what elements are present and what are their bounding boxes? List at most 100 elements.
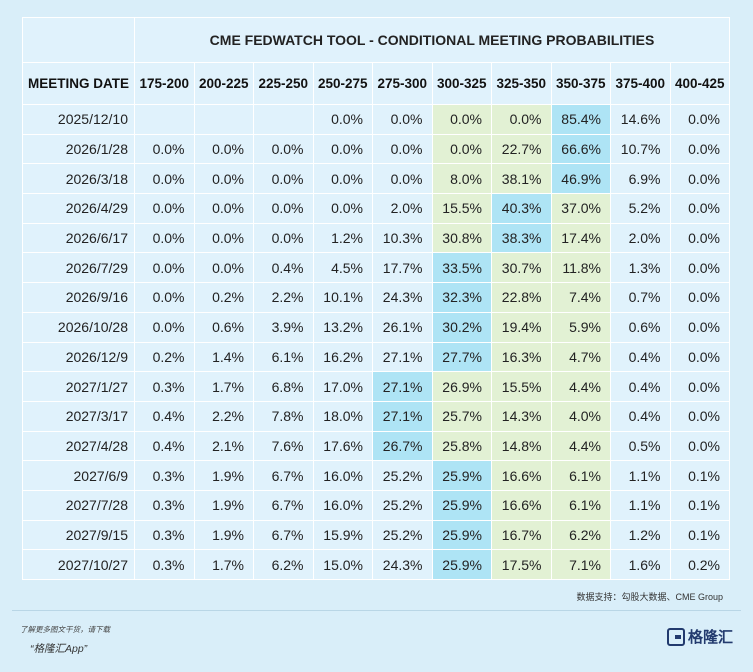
probability-cell: 17.5% (491, 549, 552, 580)
probability-cell: 0.0% (253, 163, 314, 195)
probability-cell: 5.9% (550, 311, 611, 343)
probability-cell: 0.0% (669, 341, 730, 373)
probability-cell: 0.0% (372, 133, 433, 165)
probability-cell: 0.4% (134, 430, 195, 462)
probability-cell: 15.0% (312, 549, 373, 580)
probability-cell: 0.0% (669, 311, 730, 343)
meeting-date-cell: 2026/9/16 (22, 282, 135, 313)
probability-cell: 1.7% (193, 371, 254, 402)
probability-cell: 13.2% (312, 311, 373, 343)
probability-cell: 38.3% (491, 222, 552, 254)
probability-cell: 25.2% (372, 460, 433, 491)
header-row: MEETING DATE 175-200 200-225 225-250 250-275… (22, 62, 730, 105)
probability-cell: 0.4% (134, 400, 195, 432)
fedwatch-table-container: CME FEDWATCH TOOL - CONDITIONAL MEETING … (22, 17, 730, 580)
meeting-date-cell: 2026/3/18 (22, 163, 135, 195)
probability-cell: 4.4% (550, 430, 611, 462)
probability-cell: 0.4% (610, 371, 671, 402)
meeting-date-cell: 2026/7/29 (22, 252, 135, 284)
logo-mark-icon (667, 627, 685, 646)
probability-cell: 27.1% (372, 341, 433, 373)
probability-cell: 16.2% (312, 341, 373, 373)
probability-cell: 6.8% (253, 371, 314, 402)
probability-cell: 0.0% (669, 163, 730, 195)
probability-cell: 0.0% (312, 104, 373, 135)
table-row: 2027/10/27 0.3% 1.7% 6.2% 15.0% 24.3% 25.9% 17.… (22, 549, 730, 580)
probability-cell: 0.0% (134, 311, 195, 343)
meeting-date-cell: 2027/4/28 (22, 430, 135, 462)
probability-cell: 18.0% (312, 400, 373, 432)
probability-cell: 0.0% (669, 430, 730, 462)
probability-cell: 0.0% (134, 163, 195, 195)
probability-cell: 66.6% (550, 133, 611, 165)
probability-cell: 0.3% (134, 549, 195, 580)
probability-cell: 7.4% (550, 282, 611, 313)
probability-cell: 0.0% (253, 193, 314, 224)
meeting-date-cell: 2025/12/10 (22, 104, 135, 135)
probability-cell: 2.1% (193, 430, 254, 462)
header-rate-range: 375-400 (610, 62, 671, 105)
table-row: 2026/6/17 0.0% 0.0% 0.0% 1.2% 10.3% 30.8% 38.3%… (22, 222, 730, 254)
table-row: 2026/4/29 0.0% 0.0% 0.0% 0.0% 2.0% 15.5% 40.3% 3… (22, 193, 730, 224)
probability-cell: 15.9% (312, 519, 373, 551)
title-row: CME FEDWATCH TOOL - CONDITIONAL MEETING … (22, 17, 730, 63)
probability-cell: 0.4% (610, 341, 671, 373)
probability-cell: 6.2% (550, 519, 611, 551)
probability-cell: 30.8% (431, 222, 492, 254)
probability-cell: 10.1% (312, 282, 373, 313)
fedwatch-probability-table: CME FEDWATCH TOOL - CONDITIONAL MEETING … (22, 17, 730, 580)
probability-cell: 7.8% (253, 400, 314, 432)
header-rate-range: 275-300 (372, 62, 433, 105)
meeting-date-cell: 2027/1/27 (22, 371, 135, 402)
probability-cell: 0.7% (610, 282, 671, 313)
table-row: 2027/4/28 0.4% 2.1% 7.6% 17.6% 26.7% 25.8% 14.8… (22, 430, 730, 462)
probability-cell: 0.0% (669, 252, 730, 284)
probability-cell: 1.7% (193, 549, 254, 580)
probability-cell: 0.0% (491, 104, 552, 135)
probability-cell: 25.9% (431, 519, 492, 551)
probability-cell: 22.8% (491, 282, 552, 313)
promo-text-line2: “格隆汇App” (30, 643, 88, 655)
table-row: 2027/3/17 0.4% 2.2% 7.8% 18.0% 27.1% 25.7% 14.3… (22, 400, 730, 432)
probability-cell: 6.7% (253, 460, 314, 491)
table-row: 2026/12/9 0.2% 1.4% 6.1% 16.2% 27.1% 27.7% 16.3… (22, 341, 730, 373)
probability-cell: 2.2% (253, 282, 314, 313)
probability-cell: 0.2% (669, 549, 730, 580)
probability-cell: 1.4% (193, 341, 254, 373)
probability-cell: 0.1% (669, 460, 730, 491)
probability-cell: 24.3% (372, 282, 433, 313)
table-row: 2026/9/16 0.0% 0.2% 2.2% 10.1% 24.3% 32.3% 22.8… (22, 282, 730, 313)
probability-cell: 40.3% (491, 193, 552, 224)
header-rate-range: 225-250 (253, 62, 314, 105)
header-rate-range: 325-350 (491, 62, 552, 105)
probability-cell: 1.9% (193, 460, 254, 491)
probability-cell: 0.0% (312, 133, 373, 165)
probability-cell: 0.3% (134, 460, 195, 491)
probability-cell: 17.6% (312, 430, 373, 462)
probability-cell: 0.0% (669, 104, 730, 135)
probability-cell: 8.0% (431, 163, 492, 195)
probability-cell: 0.3% (134, 489, 195, 521)
promo-text-line1: 了解更多图文干货，请下载 (20, 625, 110, 634)
probability-cell: 0.0% (669, 400, 730, 432)
probability-cell: 27.1% (372, 400, 433, 432)
meeting-date-cell: 2026/1/28 (22, 133, 135, 165)
probability-cell: 2.0% (610, 222, 671, 254)
probability-cell: 0.2% (134, 341, 195, 373)
probability-cell: 0.0% (669, 371, 730, 402)
meeting-date-cell: 2026/10/28 (22, 311, 135, 343)
table-row: 2026/7/29 0.0% 0.0% 0.4% 4.5% 17.7% 33.5% 30.7%… (22, 252, 730, 284)
probability-cell: 0.0% (193, 163, 254, 195)
probability-cell: 30.7% (491, 252, 552, 284)
probability-cell: 0.4% (610, 400, 671, 432)
probability-cell: 17.0% (312, 371, 373, 402)
probability-cell: 0.0% (312, 193, 373, 224)
meeting-date-cell: 2026/6/17 (22, 222, 135, 254)
probability-cell: 16.6% (491, 460, 552, 491)
probability-cell: 19.4% (491, 311, 552, 343)
footer-divider (12, 610, 741, 611)
probability-cell: 17.4% (550, 222, 611, 254)
probability-cell: 15.5% (491, 371, 552, 402)
probability-cell: 0.0% (312, 163, 373, 195)
probability-cell: 32.3% (431, 282, 492, 313)
